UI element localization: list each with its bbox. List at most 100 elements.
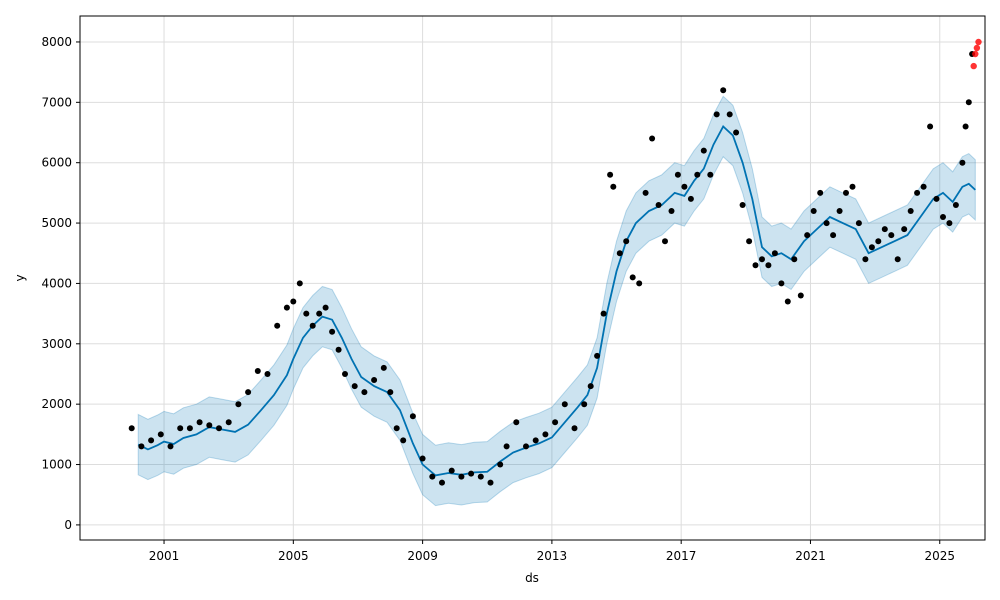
observed-point: [920, 183, 927, 190]
observed-point: [448, 467, 455, 474]
observed-point: [458, 473, 465, 480]
observed-point: [148, 437, 155, 444]
observed-point: [523, 443, 529, 450]
observed-point: [439, 479, 445, 486]
observed-point: [380, 364, 387, 371]
observed-point: [335, 346, 342, 353]
observed-point: [497, 461, 504, 468]
observed-point: [733, 129, 740, 136]
forecast-line-layer: [137, 125, 976, 477]
observed-point: [371, 377, 378, 383]
observed-point: [759, 256, 765, 263]
observed-point: [707, 171, 714, 178]
observed-point: [962, 123, 969, 130]
observed-point: [726, 111, 733, 118]
observed-point: [351, 383, 358, 390]
observed-point: [965, 99, 972, 106]
observed-point: [694, 171, 701, 178]
observed-point: [303, 310, 310, 317]
observed-point: [283, 304, 290, 311]
y-tick-label: 3000: [41, 337, 72, 351]
observed-point: [752, 262, 759, 269]
x-axis-label: ds: [525, 571, 539, 585]
observed-point: [797, 292, 804, 299]
observed-point: [771, 250, 778, 257]
observed-point: [668, 208, 675, 214]
observed-point: [587, 383, 594, 390]
observed-point: [235, 401, 242, 408]
observed-point: [600, 310, 607, 317]
observed-points-layer: [128, 38, 982, 486]
observed-point: [552, 419, 559, 426]
observed-point: [342, 371, 348, 377]
observed-point: [881, 226, 888, 233]
observed-point: [594, 352, 601, 359]
recent-point: [972, 50, 979, 58]
observed-point: [649, 135, 656, 142]
x-axis: 2001 2005 2009 2013 2017 2021 2025: [149, 540, 955, 563]
observed-point: [157, 431, 164, 438]
observed-point: [429, 473, 436, 480]
observed-point: [843, 189, 849, 196]
observed-point: [581, 401, 588, 408]
observed-point: [316, 310, 323, 317]
forecast-line: [137, 125, 976, 477]
observed-point: [264, 371, 271, 377]
y-tick-label: 4000: [41, 276, 72, 290]
observed-point: [855, 220, 862, 227]
observed-point: [542, 431, 549, 438]
observed-point: [196, 419, 203, 426]
y-tick-label: 5000: [41, 216, 72, 230]
observed-point: [290, 298, 297, 305]
observed-point: [810, 208, 817, 214]
observed-point: [309, 322, 316, 329]
observed-point: [778, 280, 785, 287]
observed-point: [329, 328, 336, 335]
observed-point: [804, 232, 811, 239]
y-tick-label: 2000: [41, 397, 72, 411]
observed-point: [836, 208, 843, 214]
observed-point: [245, 389, 252, 396]
recent-point: [970, 62, 977, 70]
x-tick-label: 2025: [924, 549, 955, 563]
plot-frame: [79, 15, 986, 541]
observed-point: [765, 262, 772, 269]
observed-point: [225, 419, 232, 426]
y-tick-label: 8000: [41, 35, 72, 49]
observed-point: [713, 111, 720, 118]
observed-point: [784, 298, 791, 305]
observed-point: [681, 183, 688, 190]
observed-point: [532, 437, 539, 444]
observed-point: [914, 189, 921, 196]
observed-point: [167, 443, 174, 450]
observed-point: [623, 238, 630, 245]
observed-point: [206, 422, 213, 429]
observed-point: [862, 256, 869, 263]
observed-point: [186, 425, 193, 432]
x-tick-label: 2001: [149, 549, 180, 563]
observed-point: [674, 171, 681, 178]
observed-point: [571, 425, 578, 432]
observed-point: [636, 280, 643, 287]
observed-point: [946, 220, 953, 227]
observed-point: [746, 238, 753, 245]
observed-point: [894, 256, 901, 263]
observed-point: [823, 220, 830, 227]
observed-point: [888, 232, 895, 239]
observed-point: [409, 413, 416, 420]
observed-point: [503, 443, 510, 450]
observed-point: [629, 274, 636, 281]
observed-point: [959, 159, 966, 166]
x-tick-label: 2021: [795, 549, 826, 563]
x-tick-label: 2013: [537, 549, 568, 563]
x-tick-label: 2017: [666, 549, 697, 563]
observed-point: [296, 280, 303, 287]
observed-point: [700, 147, 707, 154]
observed-point: [642, 189, 649, 196]
observed-point: [400, 437, 407, 444]
observed-point: [477, 473, 484, 480]
y-tick-label: 7000: [41, 95, 72, 109]
observed-point: [274, 322, 281, 329]
y-tick-label: 1000: [41, 458, 72, 472]
